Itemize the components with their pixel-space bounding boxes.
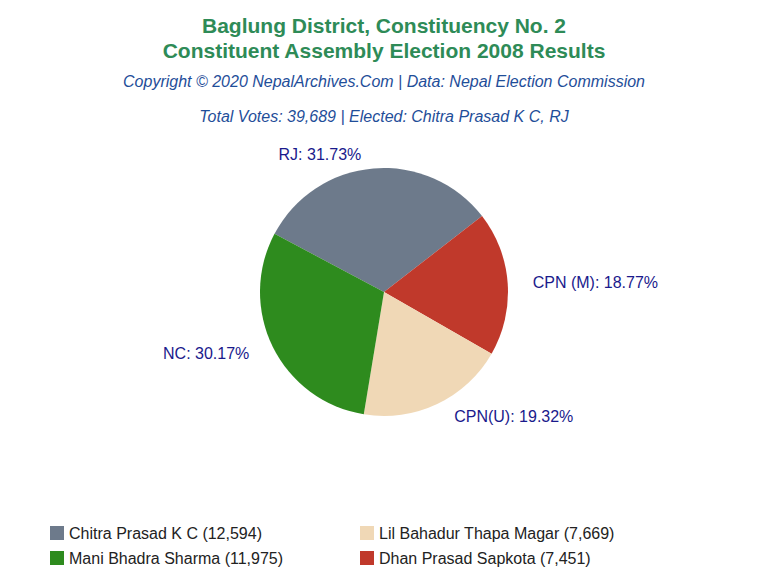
svg-text:Lil Bahadur Thapa Magar (7,669: Lil Bahadur Thapa Magar (7,669) bbox=[379, 525, 614, 542]
svg-text:Baglung District, Constituency: Baglung District, Constituency No. 2 bbox=[202, 14, 566, 37]
svg-text:Total Votes: 39,689 | Elected:: Total Votes: 39,689 | Elected: Chitra Pr… bbox=[199, 108, 569, 125]
svg-text:Dhan Prasad Sapkota (7,451): Dhan Prasad Sapkota (7,451) bbox=[379, 550, 591, 567]
svg-text:Copyright © 2020 NepalArchives: Copyright © 2020 NepalArchives.Com | Dat… bbox=[123, 73, 645, 90]
svg-text:CPN(U): 19.32%: CPN(U): 19.32% bbox=[454, 408, 573, 425]
svg-text:CPN (M): 18.77%: CPN (M): 18.77% bbox=[533, 274, 658, 291]
svg-text:RJ: 31.73%: RJ: 31.73% bbox=[279, 146, 362, 163]
svg-text:NC: 30.17%: NC: 30.17% bbox=[163, 345, 249, 362]
svg-text:Chitra Prasad K C (12,594): Chitra Prasad K C (12,594) bbox=[69, 525, 262, 542]
svg-text:Mani Bhadra Sharma (11,975): Mani Bhadra Sharma (11,975) bbox=[69, 550, 283, 567]
svg-text:Constituent Assembly Election: Constituent Assembly Election 2008 Resul… bbox=[163, 39, 606, 62]
